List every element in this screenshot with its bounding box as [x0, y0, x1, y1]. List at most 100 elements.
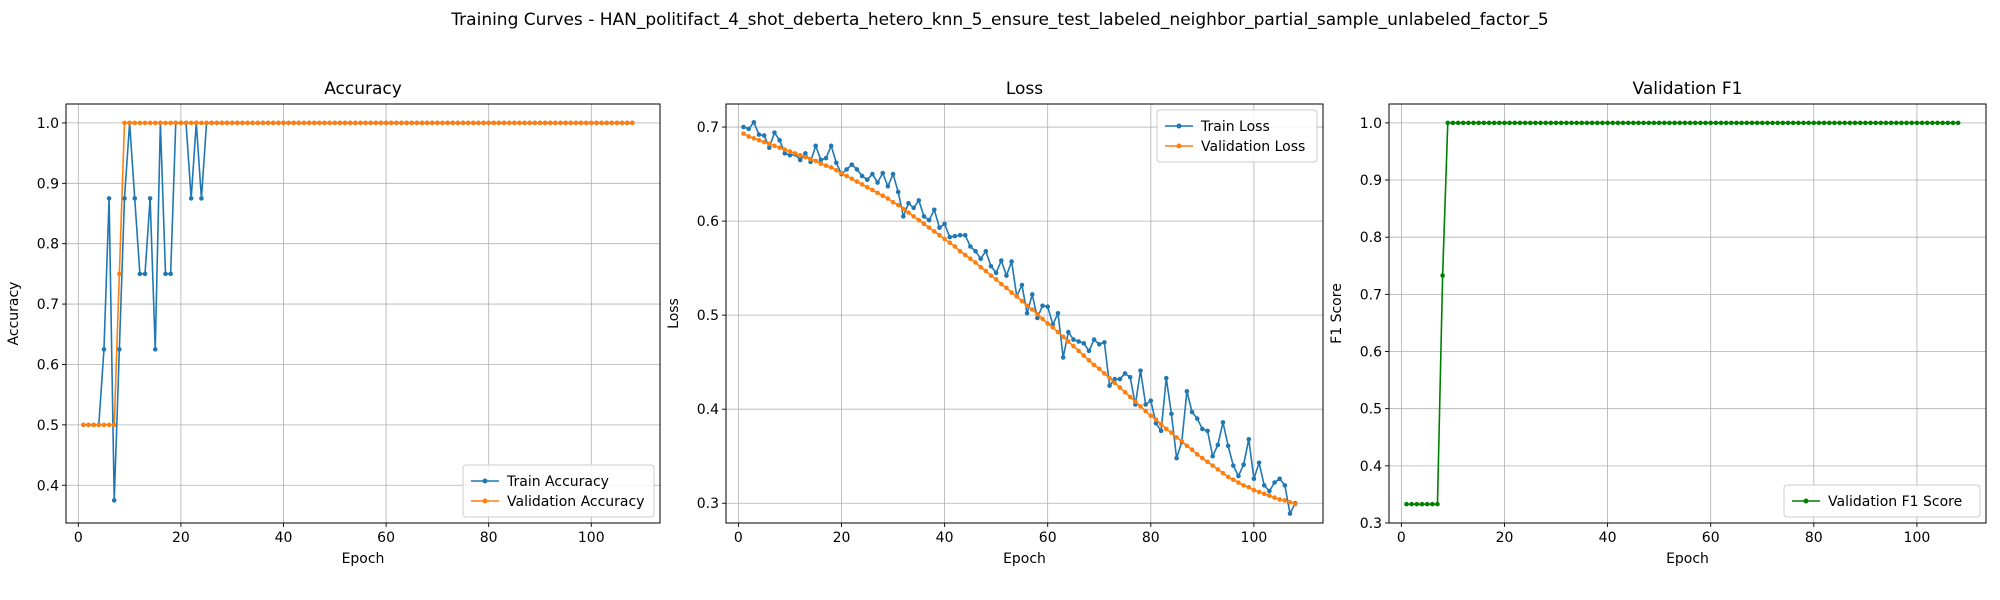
y-axis-label: Accuracy: [6, 282, 22, 346]
data-point: [342, 120, 348, 126]
legend-swatch-marker: [1176, 123, 1182, 129]
data-point: [1692, 120, 1698, 126]
data-point: [906, 210, 911, 215]
y-axis-label: Loss: [666, 298, 682, 329]
data-point: [1189, 409, 1195, 415]
data-point: [394, 120, 399, 126]
series-1: [81, 120, 635, 428]
data-point: [1220, 470, 1226, 476]
data-point: [782, 151, 788, 156]
panel-title: Accuracy: [324, 79, 402, 99]
data-point: [301, 120, 307, 126]
legend-label: Validation Loss: [1201, 139, 1305, 155]
data-point: [173, 120, 179, 126]
data-point: [1081, 353, 1087, 358]
legend-label: Validation Accuracy: [507, 494, 645, 510]
data-point: [921, 214, 927, 219]
legend-box: [1156, 109, 1318, 163]
data-point: [1785, 120, 1791, 126]
data-point: [522, 120, 527, 126]
data-point: [414, 120, 420, 126]
data-point: [1857, 120, 1863, 126]
data-point: [756, 137, 762, 143]
x-tick-label: 100: [1904, 530, 1931, 546]
y-tick-label: 0.9: [1360, 173, 1382, 189]
data-point: [952, 233, 958, 239]
data-point: [614, 120, 620, 126]
data-point: [470, 120, 476, 126]
data-point: [1096, 366, 1102, 372]
data-point: [1636, 120, 1641, 126]
data-point: [276, 120, 281, 126]
data-point: [1945, 120, 1951, 126]
legend-item: Train Loss: [1165, 119, 1270, 135]
data-point: [481, 120, 486, 126]
data-point: [756, 132, 762, 137]
data-point: [1801, 120, 1806, 126]
data-point: [460, 120, 466, 126]
data-point: [317, 120, 322, 126]
data-point: [501, 120, 507, 126]
data-point: [885, 183, 891, 189]
data-point: [527, 120, 533, 126]
data-point: [1220, 420, 1226, 425]
data-point: [1292, 501, 1298, 507]
accuracy-panel: 0 20 40 60 80 100 0.4 0.5 0.6 0.7 0.8 0.9 1.0 Accurac…: [6, 79, 661, 567]
data-point: [1486, 120, 1492, 126]
data-point: [952, 244, 958, 249]
legend-swatch-marker: [1803, 498, 1809, 504]
data-point: [741, 124, 746, 130]
x-tick-label: 40: [1599, 530, 1617, 546]
data-point: [797, 157, 803, 163]
data-point: [91, 422, 96, 428]
data-point: [152, 347, 158, 352]
data-point: [1138, 404, 1143, 409]
data-point: [1512, 120, 1518, 126]
data-point: [1538, 120, 1543, 126]
data-point: [1004, 285, 1009, 291]
data-point: [1205, 459, 1210, 465]
data-point: [486, 120, 491, 126]
data-point: [1904, 120, 1909, 126]
data-point: [937, 232, 942, 238]
data-point: [1460, 120, 1466, 126]
y-axis-label: F1 Score: [1329, 283, 1345, 344]
data-point: [311, 120, 317, 126]
data-point: [1553, 120, 1559, 126]
data-point: [880, 170, 886, 176]
legend: Train Loss Validation Loss: [1156, 109, 1318, 163]
data-point: [1035, 311, 1040, 317]
data-point: [1713, 120, 1719, 126]
data-point: [1620, 120, 1626, 126]
data-point: [1261, 491, 1267, 497]
data-point: [291, 120, 297, 126]
data-point: [926, 217, 932, 223]
data-point: [358, 120, 363, 126]
data-point: [1091, 362, 1097, 368]
data-point: [214, 120, 220, 126]
data-point: [1914, 120, 1920, 126]
data-point: [947, 240, 953, 246]
data-point: [265, 120, 271, 126]
data-point: [388, 120, 394, 126]
data-point: [106, 196, 112, 201]
data-point: [101, 347, 107, 352]
data-point: [1277, 476, 1282, 482]
data-point: [1081, 341, 1087, 346]
x-tick-label: 100: [1241, 530, 1268, 546]
data-point: [1863, 120, 1868, 126]
data-point: [496, 120, 502, 126]
data-point: [880, 193, 886, 199]
data-point: [1122, 371, 1128, 376]
data-point: [828, 143, 834, 149]
data-point: [901, 214, 906, 219]
data-point: [895, 202, 901, 208]
data-point: [588, 120, 594, 126]
data-point: [81, 422, 86, 428]
x-tick-label: 60: [1702, 530, 1720, 546]
data-point: [1251, 487, 1257, 493]
x-tick-label: 0: [1397, 530, 1406, 546]
data-point: [1019, 298, 1025, 304]
data-point: [1256, 489, 1262, 495]
data-point: [424, 120, 430, 126]
